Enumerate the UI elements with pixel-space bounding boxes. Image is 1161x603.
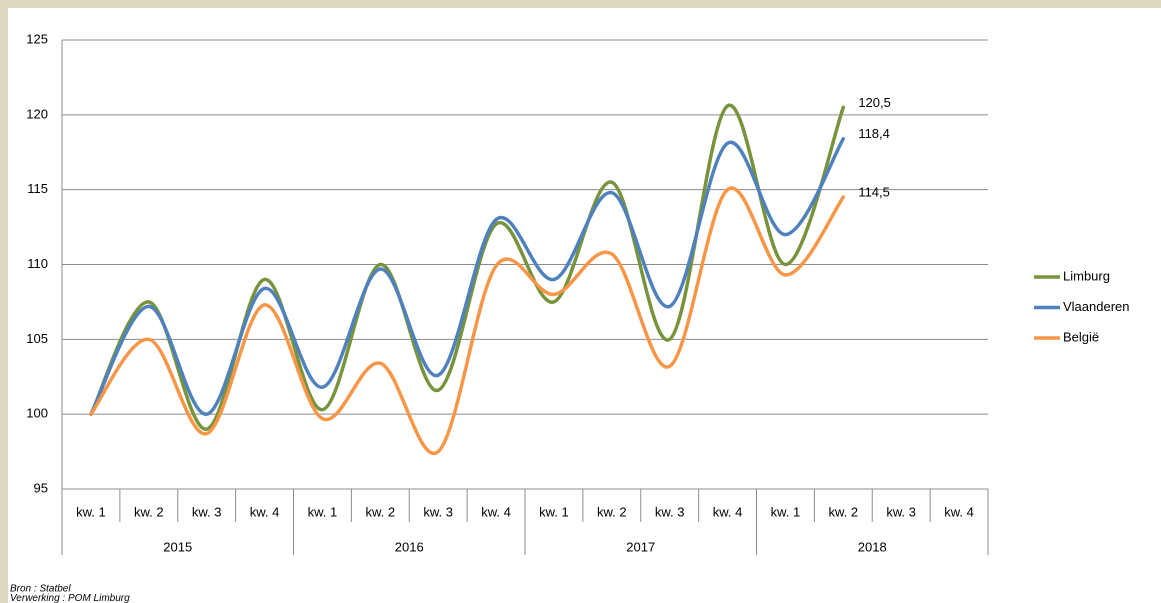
data-label: 118,4 [858,126,890,141]
y-tick-label: 105 [26,331,48,346]
y-tick-label: 120 [26,106,48,121]
x-group-label: 2016 [395,539,424,554]
y-tick-label: 110 [27,256,48,271]
x-tick-label: kw. 2 [829,504,859,519]
legend-label: Vlaanderen [1063,299,1130,314]
x-tick-label: kw. 1 [76,504,106,519]
x-tick-label: kw. 3 [886,504,916,519]
data-label: 120,5 [858,95,891,110]
x-tick-label: kw. 4 [713,504,743,519]
x-tick-label: kw. 2 [134,504,164,519]
note: Verwerking : POM Limburg [10,593,130,603]
x-tick-label: kw. 4 [944,504,974,519]
note: Bron : Statbel [10,584,71,595]
y-tick-label: 95 [34,480,48,495]
y-tick-label: 100 [26,406,48,421]
series-line [89,103,846,431]
x-tick-label: kw. 3 [192,504,222,519]
x-group-label: 2017 [626,539,655,554]
series-line [89,137,846,416]
x-group-label: 2018 [858,539,887,554]
x-tick-label: kw. 2 [597,504,627,519]
x-tick-label: kw. 3 [655,504,685,519]
x-tick-label: kw. 2 [366,504,396,519]
chart-area [8,8,1161,603]
x-tick-label: kw. 4 [481,504,511,519]
y-tick-label: 125 [26,31,48,46]
y-tick-label: 115 [27,181,48,196]
x-tick-label: kw. 4 [250,504,280,519]
x-tick-label: kw. 1 [771,504,801,519]
legend-label: België [1063,329,1099,344]
x-tick-label: kw. 1 [308,504,338,519]
x-tick-label: kw. 1 [539,504,569,519]
x-group-label: 2015 [163,539,192,554]
x-tick-label: kw. 3 [423,504,453,519]
series-line [89,186,846,456]
legend-label: Limburg [1063,268,1110,283]
data-label: 114,5 [858,185,890,200]
